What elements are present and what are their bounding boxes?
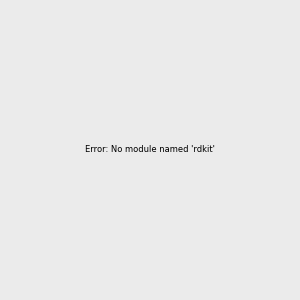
Text: Error: No module named 'rdkit': Error: No module named 'rdkit' [85,146,215,154]
